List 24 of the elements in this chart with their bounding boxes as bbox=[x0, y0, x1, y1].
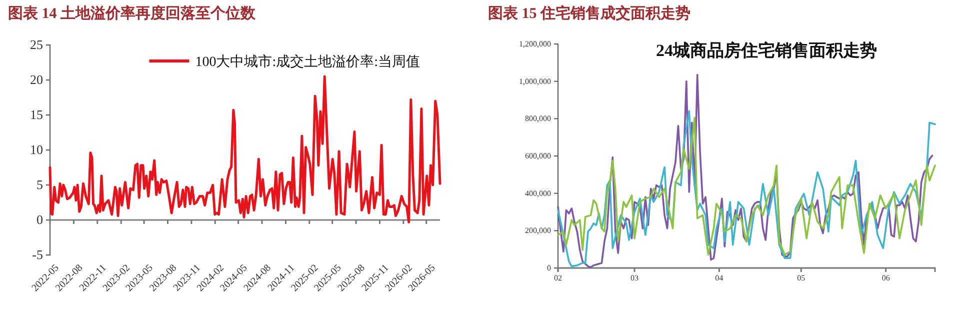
x-tick-label: 03 bbox=[630, 274, 638, 283]
y-tick-label: 0 bbox=[36, 212, 43, 228]
x-tick-label: 02 bbox=[554, 274, 562, 283]
y-tick-label: -5 bbox=[32, 247, 43, 262]
y-tick-label: 1,000,000 bbox=[519, 76, 551, 86]
y-tick-label: 20 bbox=[30, 72, 43, 88]
y-tick-label: 0 bbox=[547, 264, 551, 273]
y-tick-label: 800,000 bbox=[525, 114, 551, 124]
chart-title: 图表 14 土地溢价率再度回落至个位数 bbox=[8, 4, 256, 22]
y-tick-label: 600,000 bbox=[525, 152, 551, 161]
chart-title: 图表 15 住宅销售成交面积走势 bbox=[488, 4, 690, 22]
y-tick-label: 10 bbox=[30, 142, 43, 158]
y-tick-label: 25 bbox=[30, 37, 43, 52]
y-tick-label: 1,200,000 bbox=[519, 40, 551, 49]
y-tick-label: 15 bbox=[30, 107, 43, 122]
x-tick-label: 05 bbox=[797, 274, 806, 283]
line-series bbox=[48, 75, 442, 224]
y-tick-label: 5 bbox=[36, 177, 43, 192]
chart-subtitle: 24城商品房住宅销售面积走势 bbox=[656, 41, 877, 60]
x-tick-label: 04 bbox=[715, 274, 724, 283]
x-tick-label: 06 bbox=[882, 274, 890, 283]
y-tick-label: 400,000 bbox=[525, 188, 551, 198]
y-tick-label: 200,000 bbox=[525, 226, 551, 236]
legend-label: 100大中城市:成交土地溢价率:当周值 bbox=[195, 54, 420, 70]
